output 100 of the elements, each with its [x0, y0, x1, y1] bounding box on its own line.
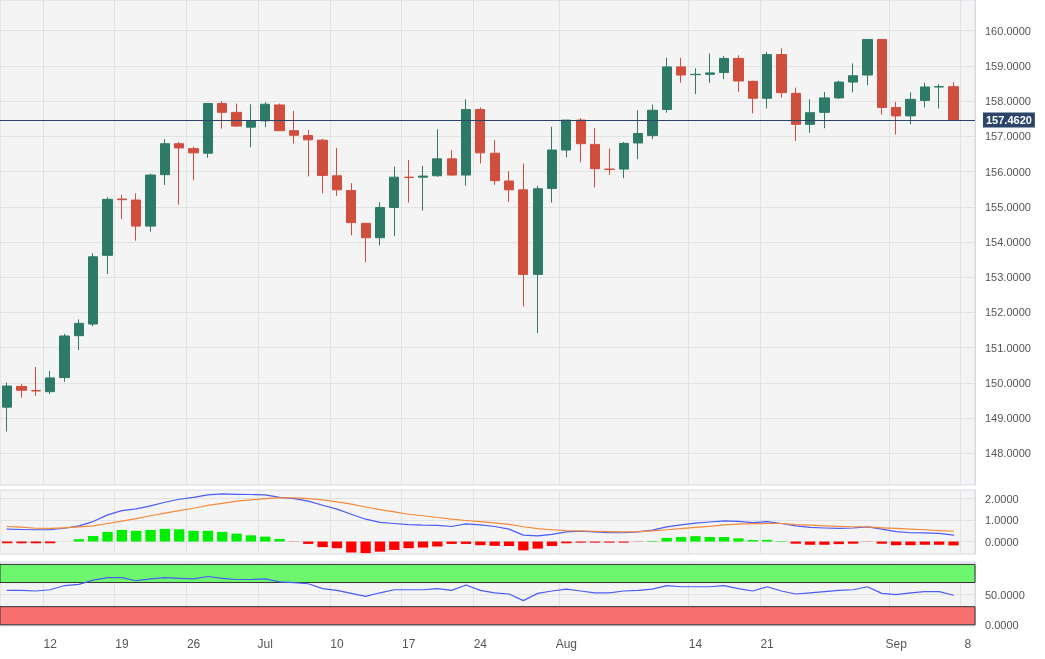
bar — [245, 535, 257, 542]
candlestick — [389, 166, 399, 237]
y-tick-label: 0.0000 — [985, 618, 1019, 631]
y-tick-label: 151.0000 — [985, 341, 1031, 354]
y-tick-label: 156.0000 — [985, 165, 1031, 178]
candlestick — [131, 192, 141, 242]
candlestick — [590, 127, 600, 188]
bar — [790, 541, 801, 544]
candlestick — [633, 109, 643, 160]
bar — [675, 537, 687, 542]
candlestick — [920, 82, 930, 108]
bar — [131, 530, 142, 542]
candlestick — [576, 117, 586, 163]
candlestick — [246, 103, 256, 148]
y-tick-label: 155.0000 — [985, 200, 1031, 213]
candlestick — [404, 159, 414, 204]
bar — [174, 529, 185, 542]
bar — [88, 535, 99, 542]
candlestick — [174, 141, 184, 206]
candlestick — [475, 106, 485, 164]
candlestick — [231, 103, 242, 128]
candlestick — [74, 318, 84, 351]
candlestick — [45, 370, 55, 395]
candlestick — [88, 252, 98, 327]
bar — [202, 530, 214, 542]
y-tick-label: 160.0000 — [985, 24, 1031, 37]
candlestick — [834, 80, 844, 100]
candlestick — [361, 222, 371, 263]
x-tick-label: Aug — [555, 637, 578, 651]
candlestick — [418, 165, 428, 212]
x-tick-label: 24 — [473, 637, 488, 651]
bar — [231, 533, 242, 542]
candlestick — [762, 51, 772, 109]
bar — [389, 541, 400, 550]
y-tick-label: 50.0000 — [985, 588, 1025, 601]
bar — [876, 541, 887, 544]
y-tick-label: 152.0000 — [985, 306, 1031, 319]
x-tick-label: 19 — [115, 637, 129, 651]
y-tick-label: 159.0000 — [985, 59, 1031, 72]
x-tick-label: 12 — [43, 637, 58, 651]
x-tick-label: 10 — [330, 637, 344, 651]
candlestick — [274, 103, 285, 132]
candlestick — [805, 98, 815, 134]
candlestick — [16, 383, 27, 399]
x-tick-label: 14 — [688, 637, 703, 651]
bar — [274, 538, 285, 542]
candlestick — [791, 87, 801, 142]
candlestick — [748, 80, 758, 114]
x-tick-label: 8 — [964, 637, 972, 651]
y-tick-label: 148.0000 — [985, 447, 1031, 460]
candlestick — [504, 170, 514, 203]
candlestick — [332, 147, 342, 197]
candlestick — [518, 162, 528, 307]
bar — [446, 541, 457, 544]
candlestick — [461, 98, 471, 187]
bar — [933, 541, 945, 545]
candlestick — [891, 101, 901, 136]
bar — [73, 539, 85, 542]
candlestick — [690, 67, 701, 95]
x-tick-label: Jul — [257, 637, 273, 651]
x-tick-label: 21 — [760, 637, 775, 651]
bar — [374, 541, 386, 552]
candlestick — [719, 55, 729, 80]
candlestick — [346, 182, 356, 236]
bar — [704, 537, 715, 542]
bar — [518, 541, 529, 551]
ref-line-label: 157.4620 — [986, 114, 1032, 127]
bar — [489, 541, 500, 546]
candlestick — [447, 149, 457, 177]
bar — [159, 528, 171, 542]
y-tick-label: 0.0000 — [985, 535, 1019, 548]
y-tick-label: 157.0000 — [985, 130, 1031, 143]
y-tick-label: 1.0000 — [985, 514, 1019, 527]
bar — [317, 541, 328, 548]
candlestick — [705, 53, 715, 84]
bar — [661, 537, 672, 542]
x-tick-label: 17 — [401, 637, 416, 651]
candlestick — [848, 62, 858, 93]
candlestick — [203, 102, 213, 159]
candlestick — [619, 141, 629, 179]
candlestick — [533, 185, 543, 334]
candlestick — [547, 126, 557, 204]
candlestick — [375, 201, 385, 246]
candlestick — [260, 101, 270, 128]
candlestick — [862, 38, 873, 86]
candlestick — [948, 81, 959, 121]
candlestick — [217, 100, 227, 130]
bar — [919, 541, 930, 545]
candlestick — [102, 196, 113, 275]
bar — [217, 531, 228, 542]
bar — [145, 529, 156, 542]
bar — [102, 531, 113, 542]
candlestick — [289, 110, 299, 144]
candlestick — [188, 146, 199, 181]
y-tick-label: 149.0000 — [985, 412, 1031, 425]
candlestick — [934, 83, 944, 109]
x-tick-label: Sep — [885, 637, 908, 651]
candlestick — [145, 173, 156, 233]
candlestick — [905, 91, 916, 125]
bar — [116, 529, 128, 542]
